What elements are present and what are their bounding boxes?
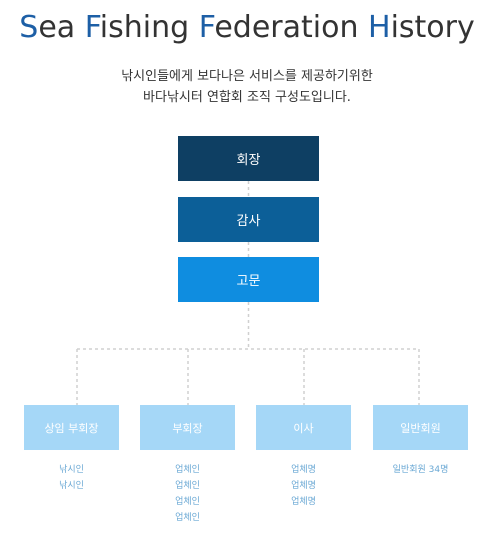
dept-box-director: 이사 bbox=[256, 405, 351, 450]
dept-members-director: 업체명 업체명 업체명 bbox=[256, 462, 351, 510]
dept-members-vice-president: 업체인 업체인 업체인 업체인 bbox=[140, 462, 235, 526]
member-item: 낚시인 bbox=[59, 465, 84, 475]
dept-box-general-member: 일반회원 bbox=[373, 405, 468, 450]
advisor-box: 고문 bbox=[178, 257, 319, 302]
dept-label: 이사 bbox=[293, 421, 314, 435]
title-word-fishing: Fishing bbox=[84, 10, 199, 45]
member-item: 낚시인 bbox=[59, 481, 84, 491]
member-item: 업체인 bbox=[175, 513, 200, 523]
member-item: 업체인 bbox=[175, 481, 200, 491]
member-item: 업체인 bbox=[175, 497, 200, 507]
dept-label: 일반회원 bbox=[400, 421, 441, 435]
auditor-label: 감사 bbox=[236, 214, 261, 229]
president-label: 회장 bbox=[236, 153, 261, 168]
member-item: 업체명 bbox=[291, 497, 316, 507]
member-item: 업체명 bbox=[291, 481, 316, 491]
member-item: 일반회원 34명 bbox=[392, 465, 449, 475]
page-title: Sea Fishing Federation History bbox=[0, 10, 494, 45]
dept-label: 상임 부회장 bbox=[44, 421, 99, 435]
dept-label: 부회장 bbox=[172, 421, 203, 435]
description-line-2: 바다낚시터 연합회 조직 구성도입니다. bbox=[143, 90, 351, 105]
advisor-label: 고문 bbox=[236, 274, 261, 289]
dept-box-senior-vice-president: 상임 부회장 bbox=[24, 405, 119, 450]
member-item: 업체인 bbox=[175, 465, 200, 475]
president-box: 회장 bbox=[178, 136, 319, 181]
dept-members-senior-vice-president: 낚시인 낚시인 bbox=[24, 462, 119, 494]
description-line-1: 낚시인들에게 보다나은 서비스를 제공하기위한 bbox=[121, 69, 373, 84]
dept-box-vice-president: 부회장 bbox=[140, 405, 235, 450]
title-word-sea: Sea bbox=[19, 10, 85, 45]
member-item: 업체명 bbox=[291, 465, 316, 475]
dept-members-general-member: 일반회원 34명 bbox=[373, 462, 468, 478]
description: 낚시인들에게 보다나은 서비스를 제공하기위한 바다낚시터 연합회 조직 구성도… bbox=[0, 66, 494, 108]
auditor-box: 감사 bbox=[178, 197, 319, 242]
title-word-federation: Federation bbox=[198, 10, 368, 45]
title-word-history: History bbox=[368, 10, 475, 45]
